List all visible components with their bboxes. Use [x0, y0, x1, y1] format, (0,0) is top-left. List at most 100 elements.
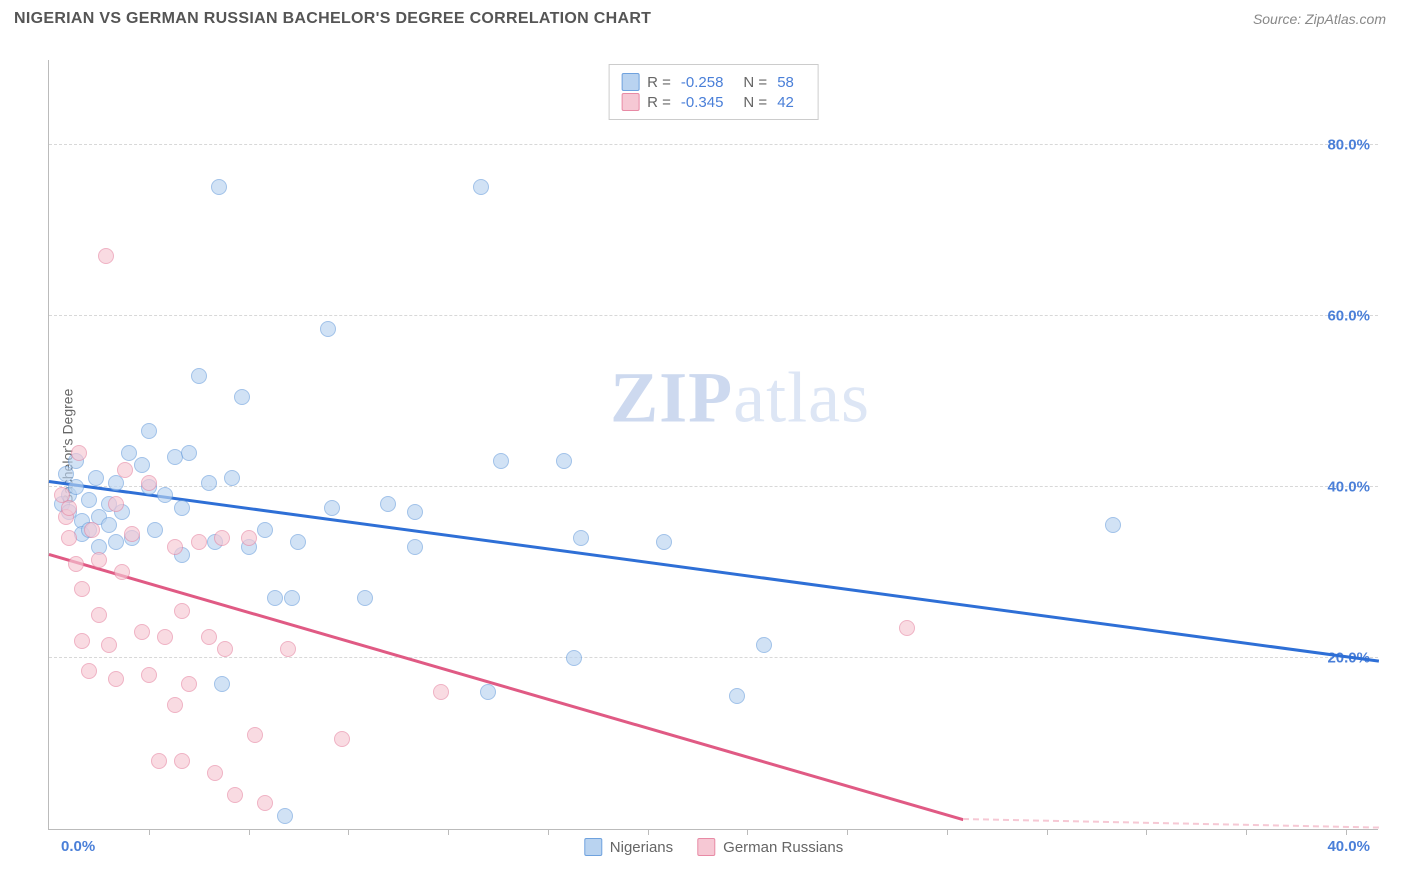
legend-item-german-russians: German Russians	[697, 838, 843, 856]
x-tick	[348, 829, 349, 835]
data-point	[201, 629, 217, 645]
data-point	[566, 650, 582, 666]
series-legend: Nigerians German Russians	[584, 838, 843, 856]
data-point	[257, 795, 273, 811]
data-point	[493, 453, 509, 469]
data-point	[207, 765, 223, 781]
data-point	[174, 603, 190, 619]
data-point	[191, 534, 207, 550]
data-point	[124, 526, 140, 542]
data-point	[334, 731, 350, 747]
data-point	[234, 389, 250, 405]
scatter-chart: ZIPatlas R = -0.258 N = 58 R = -0.345 N …	[48, 60, 1378, 830]
data-point	[227, 787, 243, 803]
data-point	[141, 423, 157, 439]
correlation-legend: R = -0.258 N = 58 R = -0.345 N = 42	[608, 64, 819, 120]
data-point	[320, 321, 336, 337]
x-tick	[1146, 829, 1147, 835]
data-point	[267, 590, 283, 606]
x-tick	[847, 829, 848, 835]
gridline	[49, 144, 1378, 145]
data-point	[61, 500, 77, 516]
data-point	[407, 504, 423, 520]
data-point	[101, 517, 117, 533]
data-point	[174, 500, 190, 516]
gridline	[49, 486, 1378, 487]
swatch-nigerians	[621, 73, 639, 91]
data-point	[71, 445, 87, 461]
trend-line-dashed	[963, 818, 1379, 829]
x-tick	[448, 829, 449, 835]
swatch-german-russians	[697, 838, 715, 856]
x-tick-label-min: 0.0%	[61, 838, 95, 855]
data-point	[211, 179, 227, 195]
data-point	[81, 492, 97, 508]
swatch-nigerians	[584, 838, 602, 856]
data-point	[121, 445, 137, 461]
data-point	[277, 808, 293, 824]
chart-title: NIGERIAN VS GERMAN RUSSIAN BACHELOR'S DE…	[14, 10, 651, 28]
trend-line	[49, 480, 1379, 662]
data-point	[556, 453, 572, 469]
legend-item-nigerians: Nigerians	[584, 838, 673, 856]
data-point	[181, 676, 197, 692]
data-point	[473, 179, 489, 195]
watermark: ZIPatlas	[610, 357, 870, 440]
data-point	[201, 475, 217, 491]
data-point	[98, 248, 114, 264]
data-point	[134, 457, 150, 473]
x-tick	[149, 829, 150, 835]
x-tick	[1047, 829, 1048, 835]
data-point	[224, 470, 240, 486]
data-point	[214, 530, 230, 546]
data-point	[68, 556, 84, 572]
data-point	[217, 641, 233, 657]
data-point	[81, 663, 97, 679]
data-point	[141, 475, 157, 491]
data-point	[380, 496, 396, 512]
data-point	[1105, 517, 1121, 533]
data-point	[74, 633, 90, 649]
data-point	[108, 671, 124, 687]
data-point	[117, 462, 133, 478]
y-tick-label: 40.0%	[1327, 478, 1370, 495]
data-point	[91, 552, 107, 568]
data-point	[167, 539, 183, 555]
data-point	[257, 522, 273, 538]
data-point	[141, 667, 157, 683]
data-point	[573, 530, 589, 546]
data-point	[241, 530, 257, 546]
legend-row-german-russians: R = -0.345 N = 42	[621, 93, 806, 111]
data-point	[433, 684, 449, 700]
x-tick	[249, 829, 250, 835]
data-point	[74, 581, 90, 597]
data-point	[899, 620, 915, 636]
data-point	[284, 590, 300, 606]
data-point	[174, 753, 190, 769]
data-point	[151, 753, 167, 769]
data-point	[61, 530, 77, 546]
gridline	[49, 657, 1378, 658]
x-tick	[548, 829, 549, 835]
data-point	[181, 445, 197, 461]
data-point	[480, 684, 496, 700]
data-point	[756, 637, 772, 653]
x-tick	[648, 829, 649, 835]
x-tick	[747, 829, 748, 835]
data-point	[280, 641, 296, 657]
data-point	[88, 470, 104, 486]
x-tick	[1246, 829, 1247, 835]
legend-row-nigerians: R = -0.258 N = 58	[621, 73, 806, 91]
data-point	[167, 697, 183, 713]
data-point	[357, 590, 373, 606]
x-tick	[947, 829, 948, 835]
data-point	[108, 496, 124, 512]
swatch-german-russians	[621, 93, 639, 111]
data-point	[290, 534, 306, 550]
data-point	[191, 368, 207, 384]
data-point	[108, 534, 124, 550]
source-attribution: Source: ZipAtlas.com	[1253, 11, 1386, 27]
data-point	[214, 676, 230, 692]
x-tick-label-max: 40.0%	[1327, 838, 1370, 855]
data-point	[84, 522, 100, 538]
